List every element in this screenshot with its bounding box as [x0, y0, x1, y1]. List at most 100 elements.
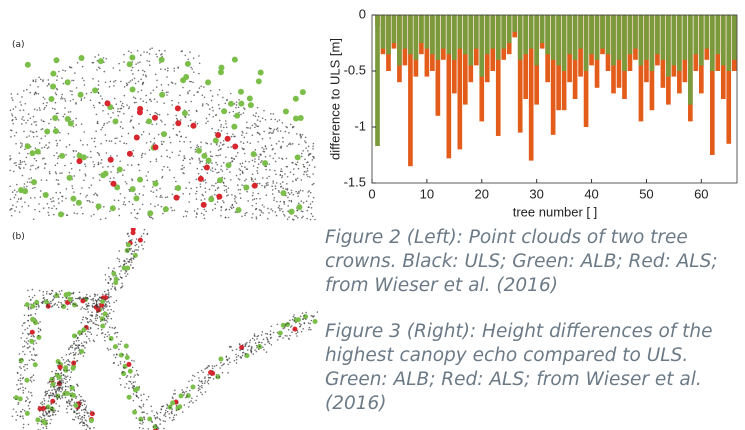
point [170, 400, 175, 405]
bar [732, 15, 737, 60]
point [300, 135, 302, 137]
point [164, 50, 166, 52]
point [236, 349, 238, 351]
point [21, 383, 23, 385]
bar [447, 15, 452, 54]
point [219, 89, 221, 91]
point [226, 133, 228, 135]
point [60, 385, 62, 387]
point [264, 187, 266, 189]
point [219, 120, 221, 122]
point [46, 102, 48, 104]
point [79, 296, 81, 298]
point [87, 156, 89, 158]
point [262, 331, 264, 333]
point [252, 199, 254, 201]
point [169, 137, 171, 139]
point [88, 412, 90, 414]
point [107, 282, 109, 284]
point [288, 338, 290, 340]
point [47, 212, 49, 214]
point [36, 342, 38, 344]
point [248, 161, 250, 163]
point [39, 107, 41, 109]
point [173, 417, 175, 419]
point [42, 291, 44, 293]
point [305, 147, 307, 149]
point [143, 403, 145, 405]
point [189, 390, 191, 392]
point [282, 211, 284, 213]
point [137, 177, 143, 183]
point [23, 424, 25, 426]
point [190, 385, 195, 390]
point [221, 165, 223, 167]
point [273, 199, 275, 201]
point [298, 143, 300, 145]
point [303, 164, 305, 166]
point [94, 137, 96, 139]
point [313, 197, 315, 199]
point [38, 203, 40, 205]
point [56, 79, 58, 81]
point [78, 394, 80, 396]
point [154, 142, 156, 144]
point [89, 331, 91, 333]
point [115, 275, 117, 277]
point [280, 190, 286, 196]
point [159, 114, 161, 116]
point [268, 341, 270, 343]
point [56, 152, 58, 154]
point [218, 356, 223, 361]
point [24, 322, 26, 324]
point [40, 196, 42, 198]
point [163, 141, 165, 143]
point [59, 387, 61, 389]
point [139, 208, 141, 210]
point [104, 123, 106, 125]
point [203, 166, 205, 168]
point [256, 78, 262, 84]
point [225, 209, 227, 211]
point [306, 218, 308, 220]
point [132, 367, 134, 369]
point [92, 78, 94, 80]
point [253, 165, 255, 167]
point [100, 219, 102, 221]
point [28, 334, 30, 336]
point [254, 126, 256, 128]
point [122, 371, 124, 373]
point [81, 187, 83, 189]
point [195, 121, 197, 123]
point [266, 337, 268, 339]
point [22, 351, 24, 353]
point [86, 325, 88, 327]
point [270, 337, 272, 339]
point [277, 339, 279, 341]
point [124, 86, 126, 88]
point [311, 213, 313, 215]
point [204, 218, 206, 220]
point [139, 405, 141, 407]
point [24, 378, 29, 383]
point [183, 141, 185, 143]
point [226, 355, 228, 357]
point [59, 132, 61, 134]
point [36, 160, 38, 162]
point [279, 174, 281, 176]
point [286, 158, 288, 160]
point [189, 90, 191, 92]
point [94, 107, 96, 109]
point [44, 391, 46, 393]
point [299, 323, 301, 325]
point [24, 103, 26, 105]
point [119, 378, 121, 380]
point [178, 102, 180, 104]
point [118, 250, 120, 252]
x-tick-label: 50 [639, 186, 653, 201]
point [32, 165, 34, 167]
point [219, 154, 221, 156]
point [28, 340, 30, 342]
point [148, 428, 150, 430]
point [33, 336, 35, 338]
